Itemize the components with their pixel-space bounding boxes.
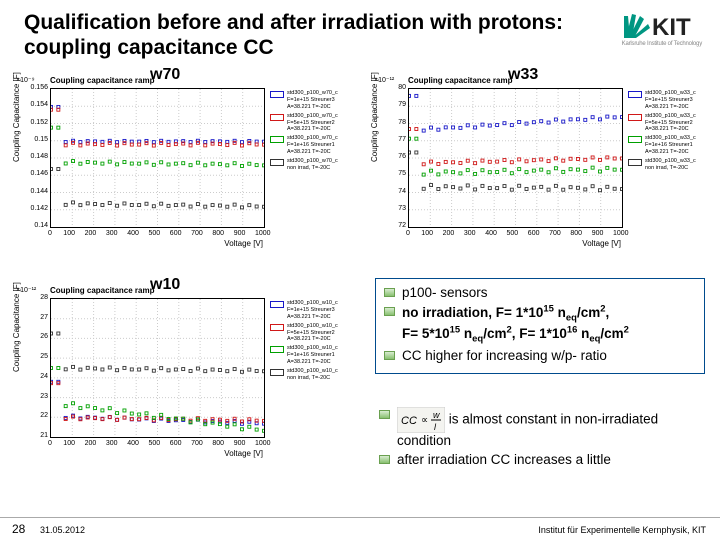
legend-entry: std300_p100_w70_cnon irrad, T=-20C — [270, 158, 346, 172]
chart-w10: w10 Coupling capacitance ramp ×10⁻¹² Cou… — [10, 282, 348, 462]
x-ticks: 01002003004005006007008009001000 — [50, 230, 265, 242]
y-ticks: 727374757677787980 — [378, 88, 408, 228]
legend-entry: std300_p100_w70_c F=1e+16 Streuner1A=38.… — [270, 135, 346, 156]
legend: std300_p100_w70_c F=1e+15 Streuner3A=38.… — [270, 90, 346, 174]
legend-entry: std300_p100_w33_c F=1e+15 Streuner3A=38.… — [628, 90, 704, 111]
svg-text:CC: CC — [401, 415, 417, 427]
footer: 28 31.05.2012 Institut für Experimentell… — [0, 517, 720, 540]
plot-area — [50, 88, 265, 228]
kit-logo-subtitle: Karlsruhe Institute of Technology — [622, 41, 702, 47]
info-box-2: CC∝wl is almost constant in non-irradiat… — [375, 405, 705, 471]
legend-entry: std300_p100_w33_c F=1e+16 Streuner1A=38.… — [628, 135, 704, 156]
kit-logo: KIT Karlsruhe Institute of Technology — [622, 10, 702, 47]
chart-w70: w70 Coupling capacitance ramp ×10⁻⁹ Coup… — [10, 72, 348, 252]
svg-text:KIT: KIT — [652, 14, 691, 40]
chart-w33: w33 Coupling capacitance ramp ×10⁻¹² Cou… — [368, 72, 706, 252]
x-ticks: 01002003004005006007008009001000 — [408, 230, 623, 242]
chart-label: w70 — [150, 66, 180, 84]
y-ticks: 0.140.1420.1440.1460.1480.150.1520.1540.… — [20, 88, 50, 228]
legend-entry: std300_p100_w10_cnon irrad, T=-20C — [270, 368, 346, 382]
chart-inner-title: Coupling capacitance ramp — [50, 286, 154, 295]
y-ticks: 2122232425262728 — [20, 298, 50, 438]
equation-icon: CC∝wl — [397, 407, 445, 433]
chart-inner-title: Coupling capacitance ramp — [50, 76, 154, 85]
plot-area — [408, 88, 623, 228]
legend-entry: std300_p100_w70_c F=1e+15 Streuner3A=38.… — [270, 90, 346, 111]
legend: std300_p100_w33_c F=1e+15 Streuner3A=38.… — [628, 90, 704, 174]
page-number: 28 — [12, 522, 25, 536]
bullet-item: CC∝wl is almost constant in non-irradiat… — [395, 407, 705, 450]
kit-logo-fan — [624, 14, 650, 38]
footer-institute: Institut für Experimentelle Kernphysik, … — [538, 525, 706, 535]
x-ticks: 01002003004005006007008009001000 — [50, 440, 265, 452]
legend-entry: std300_p100_w10_c F=5e+15 Streuner2A=38.… — [270, 323, 346, 344]
legend-entry: std300_p100_w70_c F=5e+15 Streuner2A=38.… — [270, 113, 346, 134]
legend: std300_p100_w10_c F=1e+15 Streuner3A=38.… — [270, 300, 346, 384]
bullet-item: CC higher for increasing w/p- ratio — [400, 348, 698, 365]
plot-area — [50, 298, 265, 438]
legend-entry: std300_p100_w10_c F=1e+16 Streuner1A=38.… — [270, 345, 346, 366]
chart-label: w10 — [150, 276, 180, 294]
svg-text:w: w — [433, 410, 440, 420]
legend-entry: std300_p100_w33_cnon irrad, T=-20C — [628, 158, 704, 172]
info-box-1: p100- sensors no irradiation, F= 1*1015 n… — [375, 278, 705, 374]
chart-label: w33 — [508, 66, 538, 84]
footer-date: 31.05.2012 — [40, 525, 85, 535]
legend-entry: std300_p100_w10_c F=1e+15 Streuner3A=38.… — [270, 300, 346, 321]
legend-entry: std300_p100_w33_c F=5e+15 Streuner2A=38.… — [628, 113, 704, 134]
chart-inner-title: Coupling capacitance ramp — [408, 76, 512, 85]
slide-title: Qualification before and after irradiati… — [24, 10, 584, 60]
svg-text:∝: ∝ — [421, 415, 428, 426]
bullet-item: no irradiation, F= 1*1015 neq/cm2,F= 5*1… — [400, 304, 698, 346]
bullet-item: p100- sensors — [400, 285, 698, 302]
bullet-item: after irradiation CC increases a little — [395, 452, 705, 469]
